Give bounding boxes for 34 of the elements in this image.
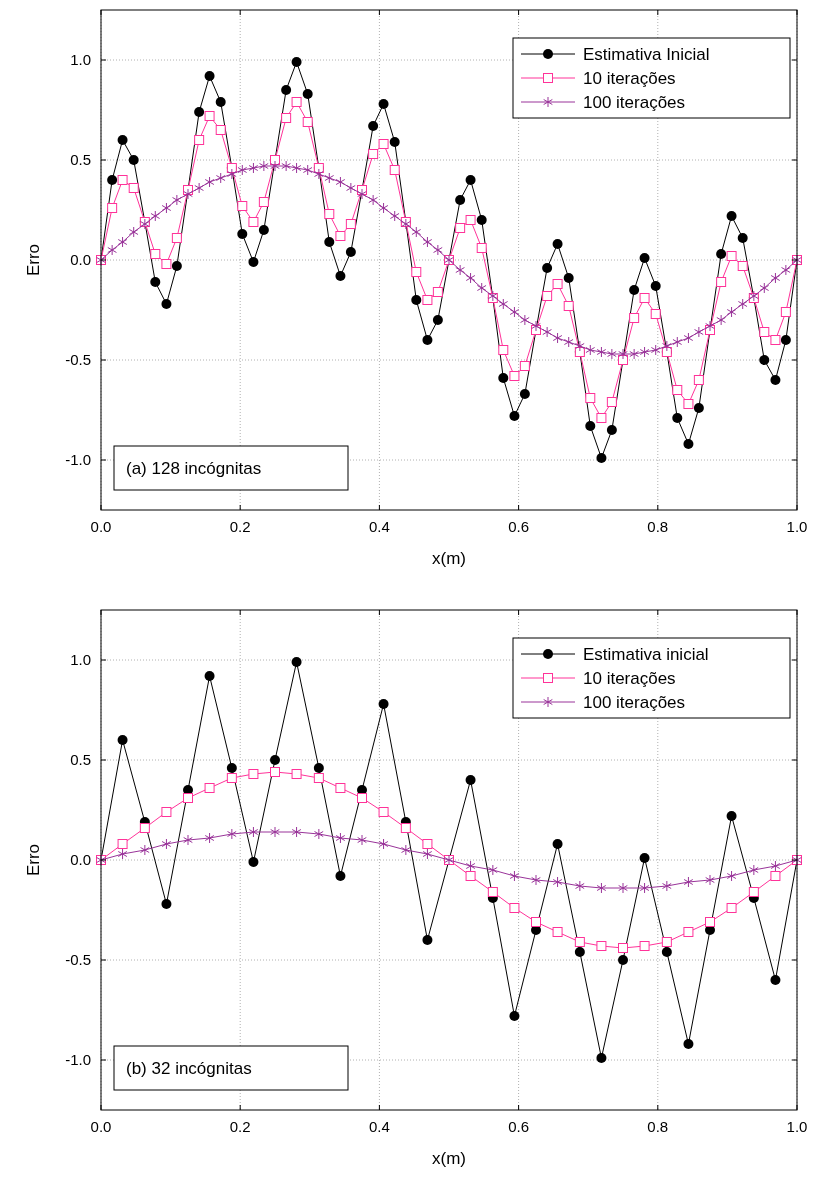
x-tick-label: 1.0: [786, 1118, 808, 1135]
x-tick-label: 0.6: [508, 518, 530, 535]
x-tick-label: 0.0: [90, 1118, 112, 1135]
x-tick-label: 0.0: [90, 518, 112, 535]
y-tick-label: 1.0: [70, 51, 91, 68]
x-tick-label: 0.4: [368, 1118, 390, 1135]
x-tick-label: 0.8: [647, 1118, 669, 1135]
y-tick-label: 0.5: [70, 751, 91, 768]
legend-label: 100 iterações: [583, 93, 686, 112]
y-tick-label: -1.0: [65, 451, 91, 468]
x-axis-title: x(m): [432, 1149, 466, 1168]
x-tick-label: 0.8: [647, 518, 669, 535]
y-tick-label: 0.0: [70, 851, 91, 868]
legend-label: 10 iterações: [583, 69, 676, 88]
annotation: (a) 128 incógnitas: [126, 459, 262, 478]
x-tick-label: 0.2: [229, 518, 251, 535]
x-tick-label: 0.6: [508, 1118, 530, 1135]
legend-label: Estimativa inicial: [583, 645, 709, 664]
y-tick-label: 0.0: [70, 251, 91, 268]
x-tick-label: 0.2: [229, 1118, 251, 1135]
annotation: (b) 32 incógnitas: [126, 1059, 252, 1078]
y-tick-label: -0.5: [65, 951, 91, 968]
y-tick-label: 0.5: [70, 151, 91, 168]
y-tick-label: -1.0: [65, 1051, 91, 1068]
x-axis-title: x(m): [432, 549, 466, 568]
x-tick-label: 0.4: [368, 518, 390, 535]
x-tick-label: 1.0: [786, 518, 808, 535]
legend-label: 100 iterações: [583, 693, 686, 712]
y-axis-title: Erro: [24, 843, 43, 877]
legend-label: 10 iterações: [583, 669, 676, 688]
y-tick-label: -0.5: [65, 351, 91, 368]
y-axis-title: Erro: [24, 243, 43, 277]
y-tick-label: 1.0: [70, 651, 91, 668]
legend-label: Estimativa Inicial: [583, 45, 710, 64]
